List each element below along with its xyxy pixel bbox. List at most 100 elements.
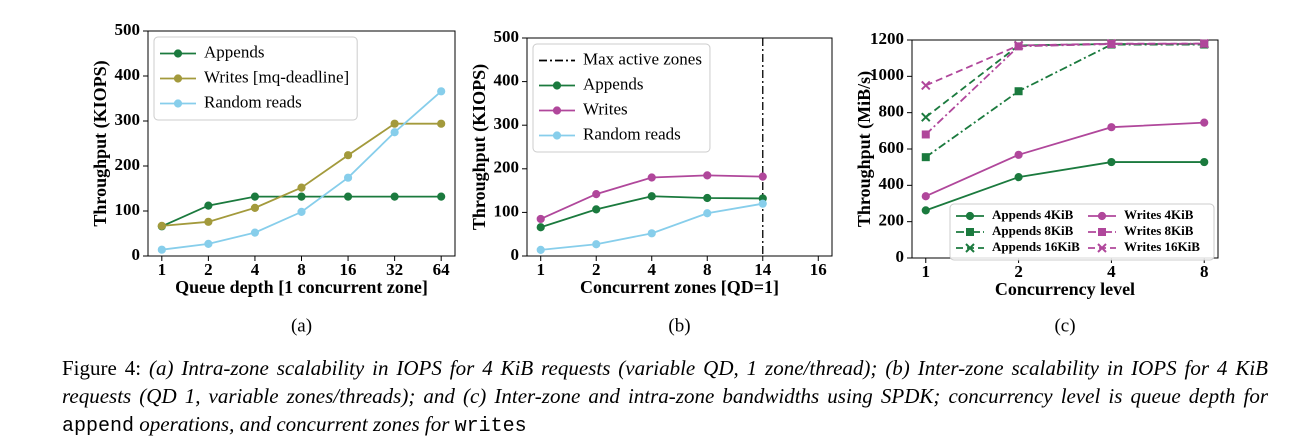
- x-tick-label: 4: [647, 260, 656, 279]
- y-tick-label: 300: [494, 114, 520, 133]
- data-point: [703, 171, 712, 180]
- y-tick-label: 500: [494, 27, 520, 46]
- y-tick-label: 600: [879, 138, 905, 157]
- legend-marker: [1097, 243, 1107, 253]
- data-point: [758, 199, 767, 208]
- data-point: [297, 183, 306, 192]
- y-tick-label: 0: [511, 245, 520, 264]
- legend-label: Appends: [204, 42, 264, 61]
- legend-label: Writes 8KiB: [1124, 223, 1194, 238]
- y-tick-label: 300: [115, 110, 141, 129]
- caption-prefix: Figure 4:: [62, 356, 142, 380]
- y-tick-label: 400: [879, 174, 905, 193]
- x-tick-label: 1: [922, 262, 931, 281]
- y-axis-label: Throughput (MiB/s): [854, 71, 875, 227]
- plot-frame: [526, 37, 833, 257]
- x-tick-label: 8: [703, 260, 712, 279]
- subfigure-label: (a): [291, 315, 312, 336]
- data-point: [1014, 87, 1023, 96]
- legend-marker: [173, 74, 183, 83]
- data-point: [250, 203, 260, 212]
- data-point: [437, 87, 446, 96]
- data-point: [592, 205, 601, 214]
- x-tick-label: 2: [1014, 262, 1023, 281]
- data-point: [921, 112, 931, 122]
- legend-marker: [173, 99, 183, 108]
- y-tick-label: 0: [896, 247, 905, 266]
- y-tick-label: 100: [494, 201, 520, 220]
- data-point: [250, 192, 260, 201]
- y-tick-label: 500: [115, 20, 141, 39]
- legend-marker: [552, 81, 562, 90]
- data-point: [1200, 118, 1209, 127]
- data-point: [758, 172, 767, 181]
- x-tick-label: 1: [158, 260, 167, 279]
- data-point: [921, 80, 931, 91]
- data-point: [297, 207, 306, 216]
- data-point: [1106, 38, 1117, 49]
- data-point: [390, 119, 399, 128]
- legend-label: Max active zones: [583, 49, 702, 68]
- data-point: [343, 192, 353, 201]
- legend-label: Appends 16KiB: [992, 239, 1080, 254]
- x-tick-label: 32: [386, 260, 403, 279]
- data-point: [437, 119, 446, 128]
- data-point: [1014, 150, 1023, 159]
- legend-label: Writes 4KiB: [1124, 207, 1194, 222]
- data-point: [592, 240, 601, 249]
- series-line: [925, 42, 1205, 136]
- legend-marker: [552, 106, 562, 115]
- x-axis-label: Queue depth [1 concurrent zone]: [175, 277, 428, 297]
- legend-frame: [153, 36, 358, 121]
- data-point: [343, 151, 353, 160]
- legend-marker: [1097, 211, 1107, 221]
- x-axis-label: Concurrency level: [995, 279, 1135, 299]
- x-tick-label: 8: [297, 260, 306, 279]
- data-point: [592, 189, 601, 199]
- subfigure-label: (b): [668, 315, 690, 336]
- x-tick-label: 64: [433, 260, 451, 279]
- data-point: [1199, 38, 1209, 49]
- series-line: [925, 43, 1205, 158]
- caption-code: append: [62, 415, 135, 438]
- y-tick-label: 200: [494, 158, 520, 177]
- x-tick-label: 8: [1200, 262, 1209, 281]
- data-point: [921, 153, 930, 162]
- legend-label: Random reads: [583, 124, 681, 143]
- data-point: [921, 206, 930, 215]
- data-point: [204, 217, 213, 226]
- legend-label: Appends 4KiB: [992, 207, 1074, 222]
- y-tick-label: 0: [132, 245, 141, 264]
- x-tick-label: 16: [340, 260, 357, 279]
- legend-label: Writes: [583, 99, 628, 118]
- legend-label: Appends: [583, 74, 643, 93]
- y-axis-label: Throughput (KIOPS): [469, 64, 490, 230]
- y-tick-label: 100: [115, 200, 141, 219]
- x-axis-label: Concurrent zones [QD=1]: [580, 277, 779, 297]
- x-tick-label: 2: [204, 260, 213, 279]
- series-line: [925, 43, 1205, 118]
- data-point: [1200, 157, 1209, 167]
- data-point: [390, 128, 399, 137]
- y-tick-label: 400: [494, 71, 520, 90]
- x-tick-label: 4: [251, 260, 260, 279]
- data-point: [1013, 40, 1024, 51]
- data-point: [921, 192, 930, 201]
- data-point: [1107, 123, 1116, 132]
- data-point: [437, 192, 446, 201]
- legend-marker: [965, 243, 975, 253]
- x-tick-label: 16: [810, 260, 827, 279]
- data-point: [703, 193, 712, 203]
- data-point: [157, 221, 166, 230]
- caption-code: writes: [454, 415, 527, 438]
- legend-frame: [532, 43, 711, 153]
- series-line: [925, 121, 1205, 198]
- legend-label: Writes [mq-deadline]: [204, 67, 349, 86]
- data-point: [703, 209, 712, 218]
- series-line: [540, 202, 763, 251]
- legend: Max active zones Appends Writes Random read…: [532, 43, 711, 153]
- data-point: [921, 130, 930, 139]
